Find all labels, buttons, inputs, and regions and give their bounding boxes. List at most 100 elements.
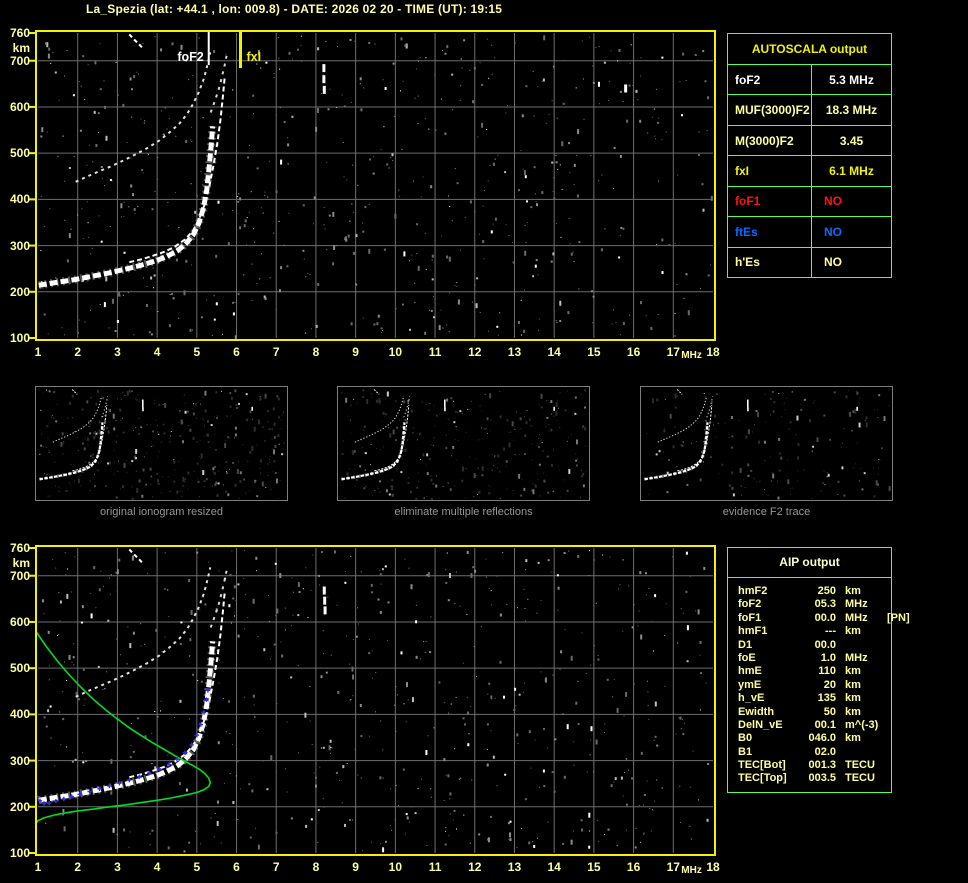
x-axis-label: 9: [352, 860, 359, 874]
aip-param-unit: km: [845, 732, 861, 745]
param-label: h'Es: [728, 247, 812, 277]
aip-param-unit: [845, 639, 885, 652]
aip-row: foE 1.0 MHz: [738, 652, 887, 665]
x-axis-label: 1: [34, 860, 42, 874]
x-axis-label: 10: [388, 860, 403, 874]
bright-echo-cluster: [624, 84, 628, 93]
x-axis-label: 7: [272, 860, 280, 874]
aip-row: foF1 00.0 MHz [PN]: [738, 611, 910, 625]
x-axis-label: 3: [114, 345, 121, 359]
thumbnail-eliminate-reflections: [337, 386, 590, 501]
y-axis-label: 200: [9, 284, 30, 299]
x-axis-label: 17: [666, 345, 680, 359]
fof2-marker-label: foF2: [177, 50, 203, 64]
x-axis-label: 18: [706, 345, 720, 359]
aip-param-name: D1: [738, 638, 753, 651]
y-axis-label: 700: [9, 568, 30, 583]
bright-echo-cluster: [322, 75, 326, 84]
aip-row: foF2 05.3 MHz: [738, 598, 887, 611]
autoscala-output-table: AUTOSCALA output foF2 5.3 MHz MUF(3000)F2 1…: [727, 33, 892, 278]
autoscala-row: foF1 NO: [728, 186, 891, 218]
x-axis-label: 13: [507, 345, 522, 359]
aip-param-unit: km: [845, 665, 861, 678]
aip-row: B0 046.0 km: [738, 732, 887, 745]
aip-row: Ewidth 50 km: [738, 706, 887, 719]
aip-param-value: 046.0: [808, 732, 836, 745]
x-axis-label: 6: [233, 345, 240, 359]
aip-param-unit: TECU: [845, 772, 875, 785]
x-axis-label: 17: [666, 860, 680, 874]
thumbnail-caption: evidence F2 trace: [722, 506, 811, 518]
x-axis-label: 11: [428, 860, 442, 874]
x-axis-label: 15: [587, 860, 601, 874]
aip-param-unit: km: [845, 678, 861, 691]
param-value: 5.3 MHz: [829, 72, 874, 87]
aip-param-name: TEC[Bot]: [738, 759, 786, 772]
station-title: La_Spezia (lat: +44.1 , lon: 009.8) - DA…: [86, 2, 503, 16]
aip-param-name: B0: [738, 732, 753, 745]
aip-param-unit: [845, 746, 885, 759]
x-axis-label: 9: [352, 345, 359, 359]
aip-row: TEC[Top] 003.5 TECU: [738, 772, 887, 785]
param-label: ftEs: [728, 217, 812, 247]
aip-output-table: AIP output hmF2 250 km foF2 05.3 MHz foF1 00.0 M…: [727, 547, 910, 793]
autoscala-row: foF2 5.3 MHz: [728, 65, 891, 96]
y-axis-label: 100: [9, 331, 30, 345]
bright-echo-cluster: [322, 64, 326, 73]
aip-row: ymE 20 km: [738, 679, 887, 692]
aip-param-unit: TECU: [845, 759, 875, 772]
y-axis-label: 600: [9, 99, 30, 114]
autoscala-row: h'Es NO: [728, 247, 891, 277]
x-axis-label: 2: [74, 345, 82, 359]
param-label: M(3000)F2: [728, 125, 812, 156]
aip-param-unit: MHz: [845, 651, 868, 664]
autoscala-row: fxI 6.1 MHz: [728, 156, 891, 187]
aip-param-unit: MHz: [845, 611, 868, 624]
x-axis-label: 15: [587, 345, 601, 359]
x-axis-label: 6: [233, 860, 240, 874]
aip-param-value: 1.0: [820, 651, 836, 664]
x-axis-label: 3: [114, 860, 121, 874]
aip-param-name: B1: [738, 745, 753, 758]
aip-param-value: 02.0: [814, 745, 836, 758]
aip-param-unit: km: [845, 585, 861, 597]
y-axis-label: 760: [9, 541, 30, 555]
x-axis-label: 11: [428, 345, 442, 359]
param-label: fxI: [728, 156, 812, 186]
x-axis-label: 2: [74, 860, 82, 874]
mhz-unit-label: MHz: [681, 350, 702, 361]
x-axis-label: 13: [507, 860, 522, 874]
aip-param-name: Ewidth: [738, 705, 775, 718]
param-value: 3.45: [839, 133, 864, 148]
x-axis-label: 12: [468, 345, 482, 359]
bright-echo-cluster: [322, 586, 326, 595]
aip-param-value: 001.3: [808, 759, 836, 772]
x-axis-label: 5: [193, 345, 201, 359]
bottom-ionogram-plot: [29, 545, 716, 856]
y-axis-label: 200: [9, 799, 30, 814]
x-axis-label: 18: [706, 860, 720, 874]
bright-echo-cluster: [322, 85, 326, 94]
aip-param-note: [PN]: [887, 611, 910, 624]
aip-param-value: 20: [823, 678, 836, 691]
param-value: 6.1 MHz: [829, 163, 874, 178]
bright-echo-cluster: [323, 596, 327, 605]
top-ionogram-plot: foF2 fxI: [29, 30, 716, 341]
y-axis-label: 300: [9, 753, 30, 768]
param-value: NO: [824, 255, 842, 270]
x-axis-label: 1: [34, 345, 42, 359]
y-axis-label: 400: [9, 192, 30, 207]
aip-param-value: 05.3: [814, 598, 836, 611]
aip-row: D1 00.0: [738, 639, 887, 652]
param-value: 18.3 MHz: [825, 103, 878, 118]
aip-param-name: ymE: [738, 678, 762, 691]
param-label: foF2: [728, 65, 812, 95]
x-axis-label: 12: [468, 860, 482, 874]
aip-param-unit: km: [845, 625, 861, 638]
aip-row: B1 02.0: [738, 746, 887, 759]
x-axis-label: 5: [193, 860, 201, 874]
x-axis-label: 4: [153, 860, 161, 874]
aip-param-value: 50: [823, 705, 836, 718]
aip-param-unit: MHz: [845, 598, 868, 611]
aip-param-name: foF1: [738, 611, 762, 624]
